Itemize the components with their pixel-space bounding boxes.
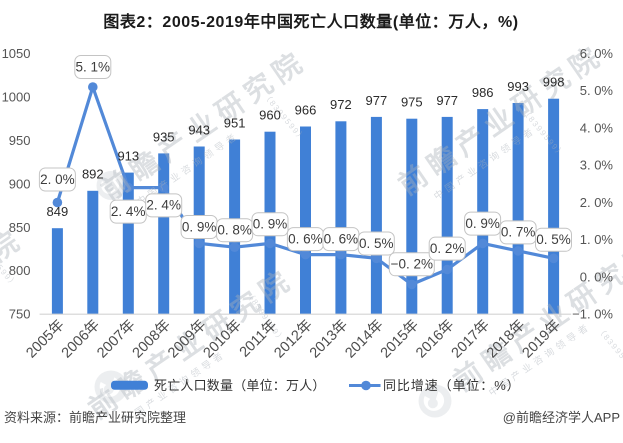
svg-text:2. 0%: 2. 0% [580,195,614,210]
svg-text:913: 913 [117,149,139,164]
svg-text:800: 800 [9,263,31,278]
svg-text:6. 0%: 6. 0% [580,46,614,61]
svg-text:@前瞻经济学人APP: @前瞻经济学人APP [503,410,620,425]
svg-text:900: 900 [9,176,31,191]
svg-text:同比增速（单位：%）: 同比增速（单位：%） [383,378,521,393]
svg-text:0. 6%: 0. 6% [288,231,323,246]
svg-text:986: 986 [472,85,494,100]
svg-text:951: 951 [224,115,246,130]
svg-text:图表2：2005-2019年中国死亡人口数量(单位：万人，%: 图表2：2005-2019年中国死亡人口数量(单位：万人，%) [103,12,518,31]
svg-text:975: 975 [401,95,423,110]
svg-text:850: 850 [9,220,31,235]
svg-text:943: 943 [188,122,210,137]
svg-text:972: 972 [330,97,352,112]
svg-text:966: 966 [295,102,317,117]
svg-text:5. 1%: 5. 1% [76,59,111,74]
svg-text:1050: 1050 [2,46,31,61]
svg-text:−0. 2%: −0. 2% [391,257,433,272]
svg-text:0. 9%: 0. 9% [182,219,217,234]
svg-text:0. 5%: 0. 5% [536,232,571,247]
svg-text:5. 0%: 5. 0% [580,83,614,98]
svg-text:993: 993 [507,79,529,94]
svg-text:960: 960 [259,108,281,123]
svg-text:3. 0%: 3. 0% [580,158,614,173]
svg-text:0. 2%: 0. 2% [430,241,465,256]
svg-text:849: 849 [47,204,69,219]
svg-text:750: 750 [9,307,31,322]
svg-text:4. 0%: 4. 0% [580,121,614,136]
svg-text:977: 977 [436,93,458,108]
svg-text:950: 950 [9,133,31,148]
svg-text:2. 4%: 2. 4% [111,204,146,219]
svg-text:2. 4%: 2. 4% [146,198,181,213]
svg-text:0. 5%: 0. 5% [359,236,394,251]
svg-text:2. 0%: 2. 0% [40,172,75,187]
svg-text:资料来源：前瞻产业研究院整理: 资料来源：前瞻产业研究院整理 [4,410,186,425]
svg-text:0. 9%: 0. 9% [253,217,288,232]
svg-text:998: 998 [543,75,565,90]
svg-text:977: 977 [366,93,388,108]
svg-text:−1. 0%: −1. 0% [572,307,613,322]
svg-text:0. 8%: 0. 8% [217,223,252,238]
svg-text:0. 7%: 0. 7% [501,225,536,240]
svg-text:892: 892 [82,167,104,182]
svg-text:0. 6%: 0. 6% [324,231,359,246]
svg-text:0. 9%: 0. 9% [465,216,500,231]
svg-text:1. 0%: 1. 0% [580,232,614,247]
svg-text:935: 935 [153,129,175,144]
svg-text:死亡人口数量（单位：万人）: 死亡人口数量（单位：万人） [154,378,326,393]
svg-text:1000: 1000 [2,89,31,104]
svg-text:0. 0%: 0. 0% [580,270,614,285]
